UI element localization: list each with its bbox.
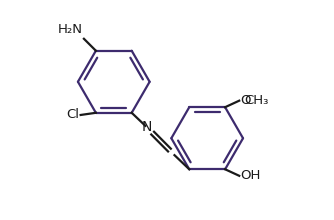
Text: Cl: Cl bbox=[66, 108, 79, 121]
Text: N: N bbox=[141, 120, 152, 134]
Text: O: O bbox=[240, 94, 250, 107]
Text: H₂N: H₂N bbox=[58, 23, 83, 36]
Text: OH: OH bbox=[240, 169, 260, 182]
Text: CH₃: CH₃ bbox=[244, 94, 269, 107]
